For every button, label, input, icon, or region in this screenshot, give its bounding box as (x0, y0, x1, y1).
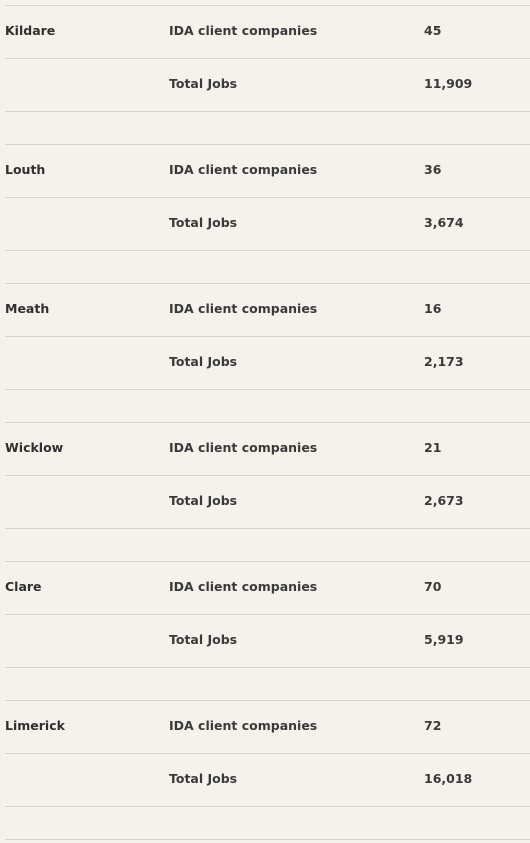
county-name: Wicklow (5, 440, 64, 455)
row-divider (5, 753, 530, 754)
row-divider (5, 389, 530, 390)
metric-label: IDA client companies (169, 579, 318, 594)
row-divider (5, 58, 530, 59)
row-divider (5, 5, 530, 6)
row-divider (5, 561, 530, 562)
metric-label: Total Jobs (169, 215, 238, 230)
row-divider (5, 806, 530, 807)
metric-value: 72 (424, 718, 442, 733)
metric-label: IDA client companies (169, 162, 318, 177)
row-divider (5, 336, 530, 337)
metric-label: IDA client companies (169, 301, 318, 316)
metric-label: Total Jobs (169, 771, 238, 786)
metric-value: 5,919 (424, 632, 464, 647)
metric-value: 36 (424, 162, 442, 177)
row-divider (5, 475, 530, 476)
metric-label: Total Jobs (169, 76, 238, 91)
metric-label: IDA client companies (169, 440, 318, 455)
metric-value: 45 (424, 23, 442, 38)
metric-label: Total Jobs (169, 354, 238, 369)
row-divider (5, 144, 530, 145)
row-divider (5, 283, 530, 284)
row-divider (5, 614, 530, 615)
row-divider (5, 250, 530, 251)
metric-value: 2,673 (424, 493, 464, 508)
row-divider (5, 839, 530, 840)
metric-value: 16 (424, 301, 442, 316)
metric-value: 11,909 (424, 76, 473, 91)
metric-value: 2,173 (424, 354, 464, 369)
metric-label: Total Jobs (169, 632, 238, 647)
county-name: Louth (5, 162, 46, 177)
county-name: Meath (5, 301, 50, 316)
row-divider (5, 667, 530, 668)
county-name: Clare (5, 579, 42, 594)
metric-label: IDA client companies (169, 718, 318, 733)
row-divider (5, 111, 530, 112)
county-name: Limerick (5, 718, 65, 733)
row-divider (5, 422, 530, 423)
metric-value: 70 (424, 579, 442, 594)
row-divider (5, 700, 530, 701)
county-name: Kildare (5, 23, 56, 38)
metric-value: 16,018 (424, 771, 473, 786)
row-divider (5, 197, 530, 198)
metric-label: IDA client companies (169, 23, 318, 38)
metric-value: 3,674 (424, 215, 464, 230)
metric-label: Total Jobs (169, 493, 238, 508)
row-divider (5, 528, 530, 529)
metric-value: 21 (424, 440, 442, 455)
